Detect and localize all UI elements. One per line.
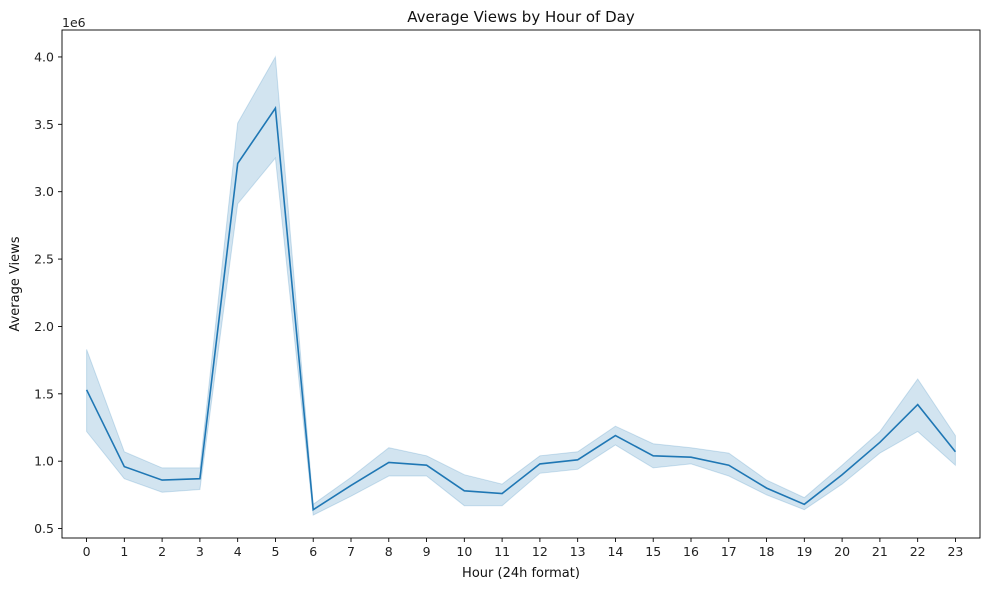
x-tick-label: 6	[309, 544, 317, 559]
x-tick-label: 11	[494, 544, 510, 559]
y-tick-label: 3.0	[34, 184, 54, 199]
x-tick-label: 2	[158, 544, 166, 559]
x-tick-label: 18	[759, 544, 775, 559]
x-tick-label: 9	[423, 544, 431, 559]
x-tick-label: 10	[456, 544, 472, 559]
y-tick-label: 2.0	[34, 319, 54, 334]
x-tick-label: 4	[234, 544, 242, 559]
x-axis: 0 1 2 3 4 5 6 7 8 9 10 11 12 13 14 15 16 17 18 19 20 21 22 23	[83, 538, 963, 559]
y-tick-label: 3.5	[34, 117, 54, 132]
x-tick-label: 15	[645, 544, 661, 559]
x-tick-label: 23	[947, 544, 963, 559]
x-tick-label: 17	[721, 544, 737, 559]
x-tick-label: 1	[120, 544, 128, 559]
x-tick-label: 12	[532, 544, 548, 559]
x-tick-label: 3	[196, 544, 204, 559]
confidence-band	[86, 55, 956, 516]
x-tick-label: 5	[271, 544, 279, 559]
y-axis: 0.5 1.0 1.5 2.0 2.5 3.0 3.5 4.0	[34, 49, 62, 536]
plot-area	[61, 29, 981, 539]
x-tick-label: 0	[83, 544, 91, 559]
x-tick-label: 19	[796, 544, 812, 559]
x-tick-label: 7	[347, 544, 355, 559]
x-tick-label: 21	[872, 544, 888, 559]
x-tick-label: 22	[910, 544, 926, 559]
x-tick-label: 13	[570, 544, 586, 559]
y-axis-exponent-label: 1e6	[62, 15, 86, 30]
x-tick-label: 8	[385, 544, 393, 559]
x-tick-label: 20	[834, 544, 850, 559]
x-tick-label: 16	[683, 544, 699, 559]
x-tick-label: 14	[607, 544, 623, 559]
chart-title: Average Views by Hour of Day	[407, 8, 635, 26]
y-tick-label: 1.5	[34, 386, 54, 401]
y-tick-label: 0.5	[34, 521, 54, 536]
y-axis-title: Average Views	[8, 236, 23, 331]
y-tick-label: 1.0	[34, 454, 54, 469]
y-tick-label: 4.0	[34, 49, 54, 64]
series-line	[85, 105, 957, 512]
plot-frame	[61, 29, 981, 539]
x-axis-title: Hour (24h format)	[462, 566, 580, 581]
y-tick-label: 2.5	[34, 252, 54, 267]
